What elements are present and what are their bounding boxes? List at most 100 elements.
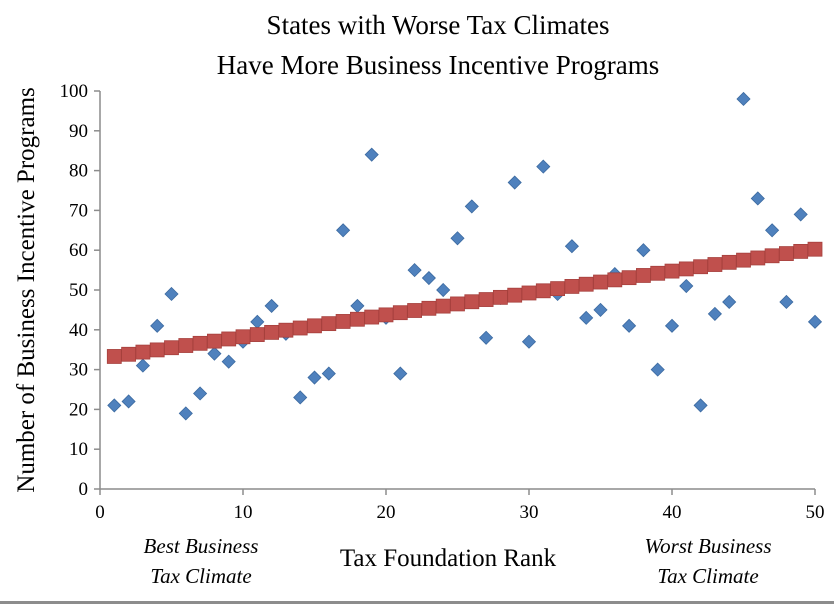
- trend-point: [636, 268, 651, 283]
- state-point: [593, 302, 608, 317]
- state-point: [707, 306, 722, 321]
- trend-point: [693, 259, 708, 275]
- y-tick-label: 100: [60, 81, 89, 102]
- state-point: [507, 175, 522, 190]
- trend-point: [507, 287, 523, 303]
- y-tick-label: 80: [69, 161, 88, 182]
- state-point: [664, 318, 680, 333]
- state-point: [407, 263, 422, 278]
- best-climate-note-line-1: Best Business: [144, 534, 259, 558]
- series-states: [107, 91, 823, 421]
- x-axis-title: Tax Foundation Rank: [340, 545, 557, 572]
- trend-point: [578, 276, 594, 292]
- state-point: [479, 330, 494, 345]
- state-point: [464, 199, 479, 214]
- state-point: [722, 294, 737, 310]
- state-point: [221, 354, 236, 369]
- trend-point: [779, 246, 794, 261]
- state-point: [421, 270, 436, 286]
- x-tick-label: 30: [520, 502, 539, 523]
- trend-point: [192, 335, 208, 351]
- bottom-rule: [0, 601, 834, 604]
- trend-point: [135, 344, 151, 360]
- trend-point: [235, 329, 251, 345]
- y-tick-label: 10: [69, 439, 88, 460]
- trend-point: [650, 265, 666, 281]
- state-point: [164, 286, 179, 302]
- state-point: [121, 394, 136, 409]
- y-tick-label: 0: [79, 479, 89, 500]
- state-point: [765, 223, 780, 238]
- state-point: [579, 310, 594, 325]
- state-point: [521, 334, 537, 349]
- trend-point: [149, 342, 165, 358]
- state-point: [250, 314, 265, 329]
- trend-point: [521, 285, 537, 301]
- y-tick-label: 90: [69, 121, 88, 142]
- state-point: [307, 370, 322, 385]
- state-point: [779, 294, 794, 310]
- best-climate-note-line-2: Tax Climate: [150, 564, 251, 588]
- y-tick-label: 70: [69, 200, 88, 221]
- trend-point: [292, 320, 308, 336]
- state-point: [107, 398, 122, 413]
- trend-point: [492, 289, 508, 305]
- trend-point: [450, 296, 465, 312]
- x-tick-label: 50: [806, 502, 825, 523]
- series-trend: [106, 241, 823, 364]
- state-point: [793, 207, 808, 222]
- x-axis-ticks: 0 10 20 30 40 50: [95, 489, 825, 523]
- y-tick-label: 20: [69, 399, 88, 420]
- x-tick-label: 0: [95, 502, 105, 523]
- trend-point: [392, 305, 408, 321]
- y-tick-label: 40: [69, 320, 88, 341]
- trend-point: [736, 252, 751, 268]
- x-tick-label: 20: [377, 502, 396, 523]
- state-point: [536, 159, 551, 174]
- state-point: [736, 91, 751, 107]
- state-point: [650, 362, 665, 377]
- trend-point: [721, 254, 737, 270]
- state-point: [350, 298, 365, 313]
- trend-point: [178, 338, 194, 353]
- state-point: [321, 366, 336, 381]
- y-axis-ticks: 0 10 20 30 40 50 60 70 80 90 100: [60, 81, 100, 500]
- trend-point: [307, 318, 322, 334]
- trend-point: [421, 300, 437, 316]
- state-point: [178, 406, 193, 421]
- worst-climate-note-line-1: Worst Business: [645, 534, 772, 558]
- trend-point: [221, 331, 237, 347]
- y-tick-label: 50: [69, 280, 88, 301]
- trend-point: [621, 270, 637, 286]
- trend-point: [707, 257, 723, 272]
- state-point: [450, 231, 465, 246]
- state-point: [150, 318, 165, 333]
- state-point: [750, 191, 765, 206]
- trend-point: [264, 324, 280, 340]
- trend-point: [278, 322, 294, 338]
- trend-point: [764, 248, 780, 264]
- trend-point: [164, 340, 179, 356]
- state-point: [807, 314, 823, 329]
- trend-point: [106, 349, 122, 364]
- trend-point: [550, 281, 565, 297]
- trend-point: [464, 294, 480, 310]
- state-point: [336, 223, 351, 238]
- trend-point: [678, 261, 694, 277]
- trend-point: [535, 283, 551, 299]
- state-point: [679, 278, 694, 294]
- trend-point: [750, 250, 766, 266]
- state-point: [364, 147, 379, 162]
- trend-point: [249, 327, 265, 342]
- state-point: [207, 346, 222, 361]
- chart-title-line-1: States with Worse Tax Climates: [267, 10, 610, 40]
- trend-point: [335, 314, 351, 329]
- trend-point: [378, 307, 394, 323]
- trend-point: [364, 309, 380, 325]
- trend-point: [664, 263, 680, 279]
- y-axis-title: Number of Business Incentive Programs: [13, 87, 40, 492]
- trend-point: [564, 279, 580, 294]
- trend-point: [607, 272, 623, 288]
- trend-point: [321, 316, 337, 332]
